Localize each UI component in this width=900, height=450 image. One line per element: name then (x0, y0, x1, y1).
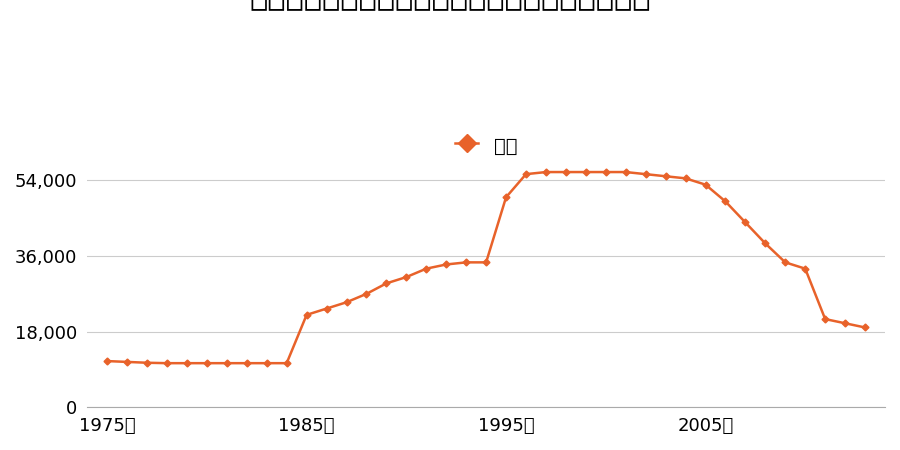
価格 (700, 182, 711, 187)
価格 (241, 360, 252, 366)
価格 (740, 220, 751, 225)
価格 (840, 320, 850, 326)
価格 (381, 281, 392, 286)
価格 (600, 169, 611, 175)
価格 (122, 359, 132, 364)
価格 (421, 266, 432, 271)
価格 (720, 199, 731, 204)
価格 (500, 194, 511, 200)
Legend: 価格: 価格 (447, 127, 525, 163)
価格 (680, 176, 691, 181)
価格 (182, 360, 193, 366)
価格 (561, 169, 572, 175)
価格 (261, 360, 272, 366)
価格 (321, 306, 332, 311)
Text: 栃木県栃木市大字静字山ノ腰４０番１の地価推移: 栃木県栃木市大字静字山ノ腰４０番１の地価推移 (249, 0, 651, 11)
価格 (800, 266, 811, 271)
価格 (221, 360, 232, 366)
価格 (341, 300, 352, 305)
価格 (661, 174, 671, 179)
価格 (461, 260, 472, 265)
Line: 価格: 価格 (104, 170, 868, 365)
価格 (640, 171, 651, 177)
価格 (541, 169, 552, 175)
価格 (302, 312, 312, 318)
価格 (202, 360, 212, 366)
価格 (620, 169, 631, 175)
価格 (162, 360, 173, 366)
価格 (481, 260, 491, 265)
価格 (441, 262, 452, 267)
価格 (580, 169, 591, 175)
価格 (820, 316, 831, 322)
価格 (361, 291, 372, 297)
価格 (760, 241, 770, 246)
価格 (102, 358, 112, 364)
価格 (141, 360, 152, 365)
価格 (400, 274, 411, 280)
価格 (520, 171, 531, 177)
価格 (860, 325, 870, 330)
価格 (282, 360, 292, 366)
価格 (780, 260, 791, 265)
